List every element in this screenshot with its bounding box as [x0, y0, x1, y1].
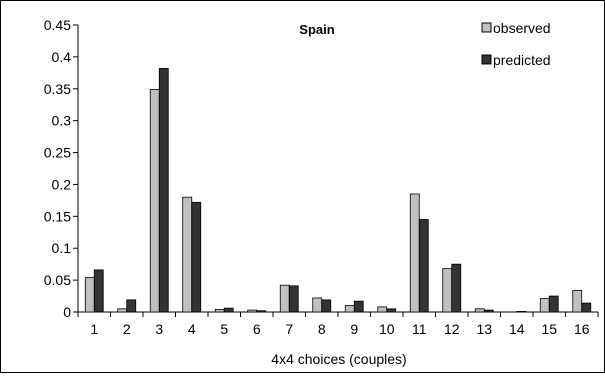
x-tick-label: 12 [444, 321, 460, 337]
bar-observed-15 [539, 298, 550, 313]
bar-predicted-4 [191, 201, 202, 313]
legend-label-predicted: predicted [493, 52, 551, 68]
x-tick-label: 2 [123, 321, 131, 337]
bar-observed-7 [279, 284, 290, 313]
y-tick-label: 0.05 [44, 272, 71, 288]
x-tick-label: 15 [541, 321, 557, 337]
x-tick-label: 10 [379, 321, 395, 337]
bar-observed-12 [442, 268, 453, 313]
bar-observed-2 [117, 308, 128, 313]
bar-observed-3 [149, 89, 160, 313]
y-tick-label: 0.3 [52, 113, 72, 129]
x-tick-label: 9 [350, 321, 358, 337]
x-tick-label: 14 [509, 321, 525, 337]
x-tick-label: 4 [188, 321, 196, 337]
bar-observed-1 [84, 277, 95, 313]
bar-observed-4 [182, 196, 193, 313]
x-tick-label: 6 [253, 321, 261, 337]
bar-predicted-3 [158, 67, 169, 313]
legend-swatch-observed [481, 22, 492, 33]
x-tick-label: 7 [285, 321, 293, 337]
bar-observed-9 [344, 305, 355, 313]
y-tick-label: 0.4 [52, 49, 72, 65]
bar-predicted-6 [256, 310, 267, 313]
y-tick-label: 0.45 [44, 17, 71, 33]
bar-observed-8 [312, 297, 323, 313]
legend: observed predicted [481, 20, 551, 68]
bar-observed-16 [572, 289, 583, 313]
legend-label-observed: observed [493, 20, 551, 36]
bar-predicted-13 [483, 309, 494, 313]
bar-observed-6 [247, 309, 258, 313]
legend-swatch-predicted [481, 54, 492, 65]
y-tick-label: 0 [63, 304, 71, 320]
y-tick-label: 0.15 [44, 208, 71, 224]
bar-predicted-2 [126, 299, 137, 313]
bar-predicted-10 [386, 308, 397, 313]
y-tick-label: 0.1 [52, 240, 72, 256]
bar-observed-13 [474, 308, 485, 313]
bar-predicted-5 [223, 307, 234, 313]
y-tick-label: 0.2 [52, 176, 72, 192]
x-tick-label: 5 [220, 321, 228, 337]
bar-predicted-15 [548, 295, 559, 313]
bar-observed-5 [214, 309, 225, 313]
bar-predicted-8 [321, 299, 332, 313]
x-tick-label: 1 [90, 321, 98, 337]
bar-predicted-14 [516, 310, 527, 313]
x-tick-label: 8 [318, 321, 326, 337]
bar-predicted-1 [93, 269, 104, 313]
bar-observed-11 [409, 193, 420, 313]
y-tick-label: 0.35 [44, 81, 71, 97]
plot-area: 00.050.10.150.20.250.30.350.40.451 2 3 4 5 6 7… [44, 17, 599, 337]
bar-predicted-9 [353, 300, 364, 313]
bar-predicted-11 [418, 219, 429, 313]
bar-predicted-7 [288, 285, 299, 313]
x-tick-label: 13 [476, 321, 492, 337]
x-axis-label: 4x4 choices (couples) [271, 351, 406, 367]
chart-title: Spain [299, 22, 334, 37]
bar-predicted-12 [451, 263, 462, 313]
x-tick-label: 3 [155, 321, 163, 337]
x-tick-label: 11 [412, 321, 427, 337]
bar-observed-10 [377, 306, 388, 313]
x-tick-label: 16 [574, 321, 590, 337]
y-tick-label: 0.25 [44, 145, 71, 161]
bar-predicted-16 [581, 302, 592, 313]
